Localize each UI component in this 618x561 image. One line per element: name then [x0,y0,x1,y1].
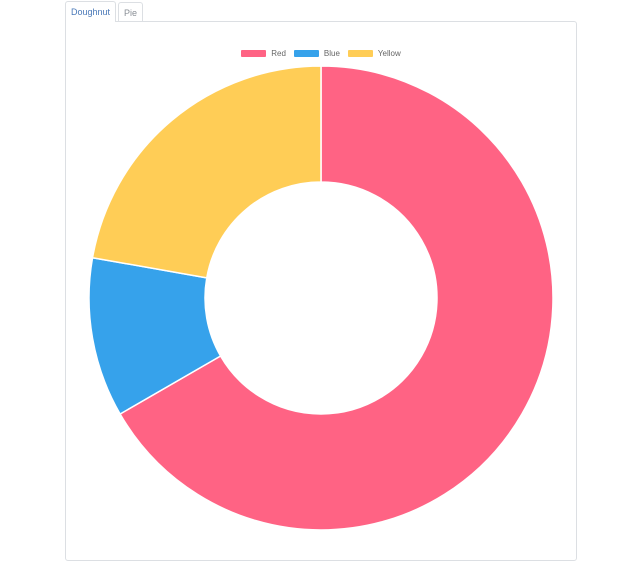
legend-label-yellow: Yellow [377,49,401,58]
legend-swatch-blue [293,50,319,57]
doughnut-segment-red[interactable] [119,65,554,531]
legend-label-blue: Blue [323,49,340,58]
legend-item-yellow[interactable]: Yellow [347,49,401,58]
doughnut-chart [88,65,554,531]
chart-legend: Red Blue Yellow [0,49,618,58]
legend-swatch-yellow [347,50,373,57]
legend-label-red: Red [271,49,286,58]
legend-item-blue[interactable]: Blue [293,49,340,58]
doughnut-segment-yellow[interactable] [91,65,322,279]
chart-tabs: Doughnut Pie [65,1,145,22]
legend-item-red[interactable]: Red [241,49,286,58]
tab-pie[interactable]: Pie [118,2,144,22]
legend-swatch-red [241,50,267,57]
tab-doughnut[interactable]: Doughnut [65,1,117,22]
